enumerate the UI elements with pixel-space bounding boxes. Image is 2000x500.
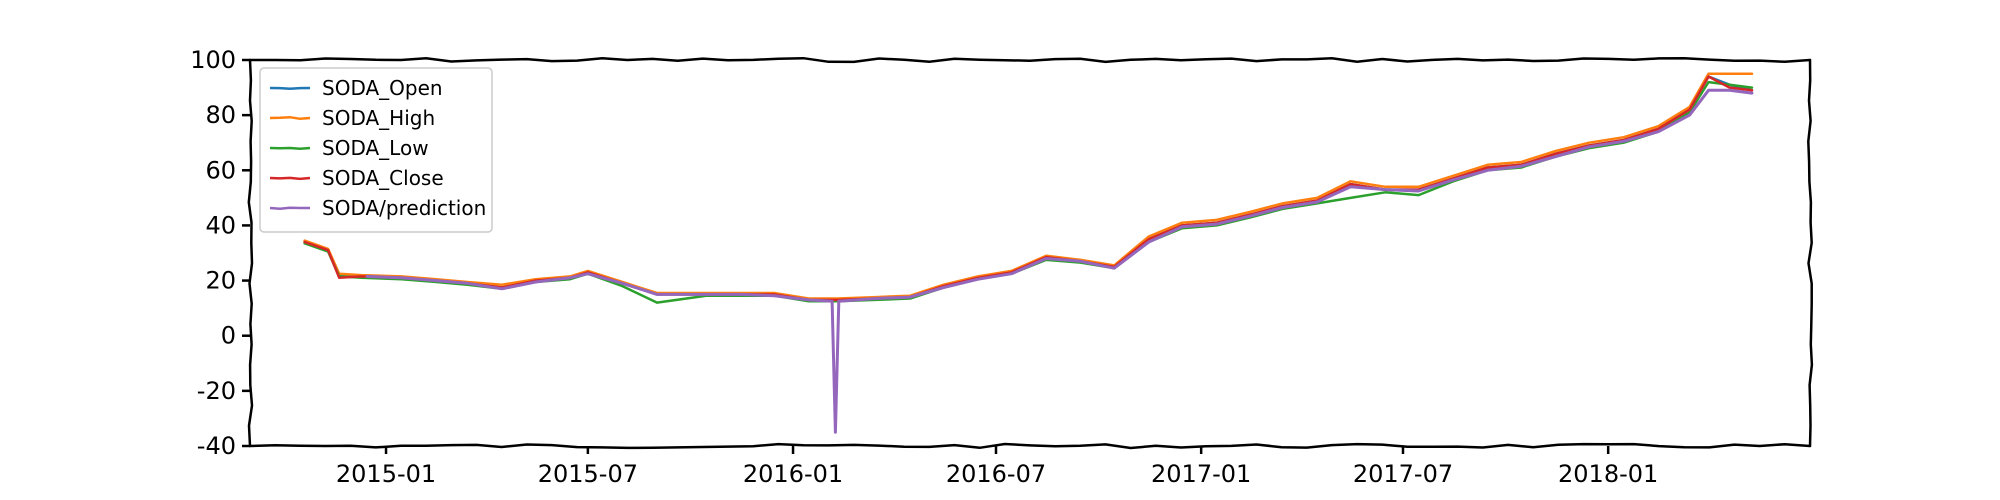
y-tick-label: 80 xyxy=(205,101,236,129)
x-tick-label: 2017-07 xyxy=(1353,460,1453,488)
legend-swatch xyxy=(269,176,311,181)
frame-bottom xyxy=(248,442,1812,450)
y-tick-label: 40 xyxy=(205,211,236,239)
x-tick-label: 2018-01 xyxy=(1558,460,1658,488)
y-tick-label: 100 xyxy=(190,46,236,74)
frame-left xyxy=(247,58,254,448)
y-tick-label: -20 xyxy=(197,377,236,405)
legend-swatch xyxy=(269,146,311,151)
legend-label: SODA_Low xyxy=(322,136,429,160)
legend-swatch xyxy=(269,86,311,91)
y-tick-label: -40 xyxy=(197,432,236,460)
x-tick-label: 2015-01 xyxy=(336,460,436,488)
series-lines xyxy=(303,72,1754,434)
x-tick-label: 2017-01 xyxy=(1151,460,1251,488)
legend-label: SODA_Close xyxy=(322,166,444,190)
series-line-soda-prediction xyxy=(365,88,1754,434)
legend-label: SODA_Open xyxy=(322,76,443,100)
plot-frame xyxy=(247,56,1814,450)
legend: SODA_Open SODA_High SODA_Low SODA_Close SODA… xyxy=(259,67,493,233)
y-tick-label: 20 xyxy=(205,267,236,295)
y-tick-label: 0 xyxy=(221,322,236,350)
frame-top xyxy=(248,56,1812,64)
series-line-soda-low xyxy=(303,80,1754,304)
legend-label: SODA_High xyxy=(322,106,435,130)
x-tick-label: 2015-07 xyxy=(538,460,638,488)
legend-swatch xyxy=(269,206,310,211)
x-tick-label: 2016-07 xyxy=(946,460,1046,488)
frame-right xyxy=(1807,58,1814,448)
legend-swatch xyxy=(269,115,311,121)
x-tick-label: 2016-01 xyxy=(743,460,843,488)
axes: -40 -20 0 20 40 60 80 100 2015-01 2015-07 2016-01 2… xyxy=(190,46,1658,488)
legend-label: SODA/prediction xyxy=(322,196,486,220)
y-tick-label: 60 xyxy=(205,156,236,184)
legend-box xyxy=(259,67,493,233)
